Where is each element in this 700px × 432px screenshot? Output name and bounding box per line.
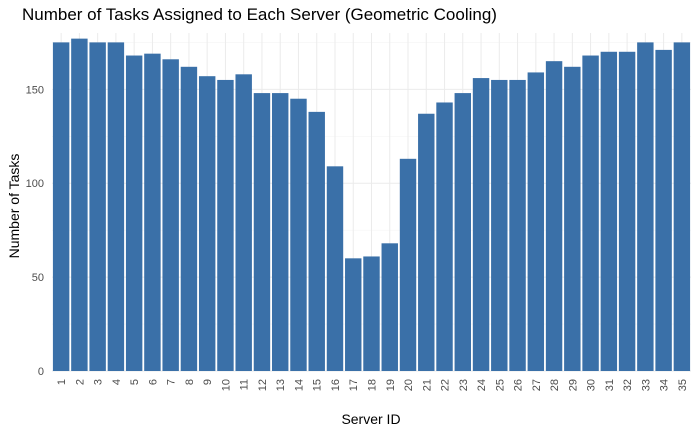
x-tick-label: 18 — [367, 379, 379, 391]
bar-server-11 — [235, 74, 252, 371]
x-axis-label: Server ID — [341, 411, 400, 427]
x-tick-label: 27 — [531, 379, 543, 391]
x-tick-label: 5 — [129, 379, 141, 385]
x-tick-label: 15 — [312, 379, 324, 391]
x-tick-label: 35 — [677, 379, 689, 391]
x-tick-label: 26 — [513, 379, 525, 391]
y-tick-label: 150 — [26, 84, 44, 96]
x-tick-label: 8 — [184, 379, 196, 385]
x-tick-label: 21 — [421, 379, 433, 391]
bar-server-4 — [107, 42, 125, 371]
bar-server-28 — [545, 61, 563, 372]
x-tick-label: 31 — [604, 379, 616, 391]
bar-server-16 — [326, 166, 344, 371]
bar-server-22 — [436, 102, 453, 371]
x-tick-label: 20 — [403, 379, 415, 391]
bar-server-12 — [253, 93, 271, 371]
bar-server-20 — [399, 158, 417, 371]
y-axis-ticks: 0 50 100 150 — [26, 84, 44, 378]
bar-server-21 — [418, 113, 435, 372]
x-tick-label: 14 — [293, 379, 305, 391]
bar-server-26 — [509, 79, 526, 371]
bar-server-31 — [600, 51, 618, 371]
y-axis-label: Number of Tasks — [6, 154, 22, 259]
bar-server-1 — [52, 42, 70, 371]
chart-title: Number of Tasks Assigned to Each Server … — [22, 5, 497, 24]
x-tick-label: 24 — [476, 379, 488, 391]
x-tick-label: 2 — [74, 379, 86, 385]
y-tick-label: 50 — [32, 272, 44, 284]
bar-server-9 — [198, 76, 216, 371]
x-tick-label: 13 — [275, 379, 287, 391]
x-tick-label: 22 — [440, 379, 452, 391]
bars — [52, 38, 691, 372]
bar-server-2 — [71, 38, 88, 371]
bar-server-14 — [290, 98, 307, 371]
bar-server-33 — [637, 42, 654, 371]
bar-server-19 — [381, 243, 398, 371]
x-tick-label: 1 — [56, 379, 68, 385]
bar-server-25 — [491, 79, 508, 371]
bar-server-23 — [454, 93, 471, 371]
x-tick-label: 32 — [622, 379, 634, 391]
bar-server-34 — [655, 49, 672, 372]
bar-server-17 — [345, 258, 362, 371]
x-tick-label: 34 — [659, 379, 671, 391]
bar-server-13 — [272, 93, 289, 371]
bar-server-32 — [618, 51, 636, 371]
x-tick-label: 3 — [93, 379, 105, 385]
bar-server-8 — [180, 66, 198, 372]
x-tick-label: 25 — [494, 379, 506, 391]
x-tick-label: 10 — [220, 379, 232, 391]
x-tick-label: 19 — [385, 379, 397, 391]
bar-server-29 — [564, 66, 581, 372]
y-tick-label: 100 — [26, 178, 44, 190]
x-tick-label: 12 — [257, 379, 269, 391]
x-axis-ticks: 1 2 3 4 5 6 7 8 9 10 11 12 13 14 15 16 17 18 19 20 21 22 23 24 2… — [56, 379, 689, 391]
bar-server-7 — [162, 59, 179, 371]
bar-server-6 — [144, 53, 161, 371]
bar-server-30 — [582, 55, 599, 371]
x-tick-label: 16 — [330, 379, 342, 391]
bar-server-24 — [472, 78, 490, 371]
x-tick-label: 9 — [202, 379, 214, 385]
bar-server-15 — [308, 111, 325, 372]
x-tick-label: 30 — [586, 379, 598, 391]
x-tick-label: 4 — [111, 379, 123, 385]
bar-server-5 — [125, 55, 143, 371]
x-tick-label: 7 — [166, 379, 178, 385]
bar-server-10 — [217, 79, 234, 371]
x-tick-label: 11 — [239, 379, 251, 390]
bar-server-35 — [673, 42, 691, 371]
x-tick-label: 29 — [567, 379, 579, 391]
bar-server-27 — [527, 72, 545, 372]
bar-server-3 — [89, 42, 106, 371]
x-tick-label: 23 — [458, 379, 470, 391]
x-tick-label: 28 — [549, 379, 561, 391]
x-tick-label: 33 — [640, 379, 652, 391]
bar-server-18 — [363, 256, 380, 371]
y-tick-label: 0 — [38, 366, 44, 378]
x-tick-label: 17 — [348, 379, 360, 391]
x-tick-label: 6 — [147, 379, 159, 385]
